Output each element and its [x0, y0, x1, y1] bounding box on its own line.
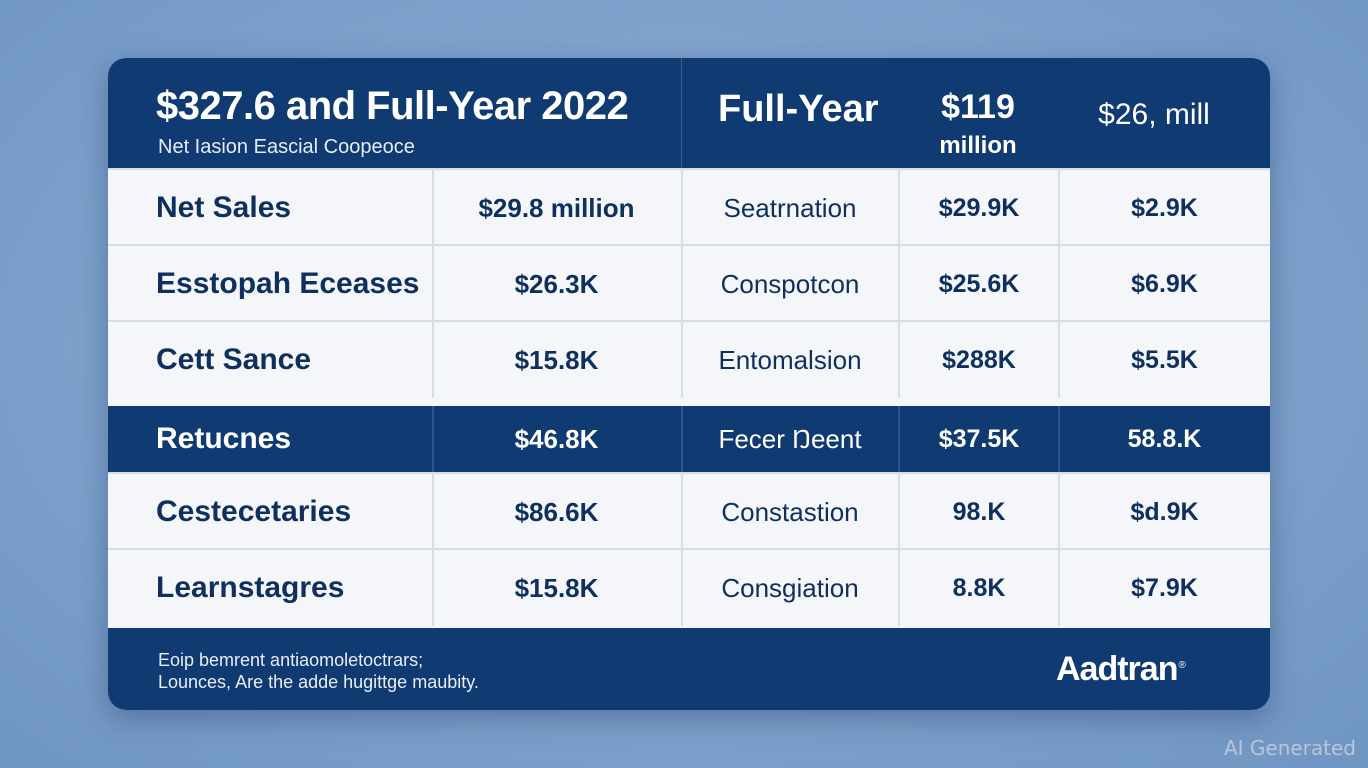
row-label: Cett Sance: [156, 343, 312, 376]
row-category: Consgiation: [721, 572, 859, 603]
row-value-col3: 98.K: [952, 497, 1006, 526]
column-divider: [681, 406, 683, 472]
column-divider: [898, 474, 900, 550]
column-divider: [898, 550, 900, 626]
row-category: Fecer Ŋeent: [718, 423, 862, 454]
header-col3-value: $119: [941, 88, 1015, 126]
row-value-col4: $d.9K: [1130, 497, 1199, 526]
row-value-col1: $29.8 million: [478, 192, 635, 223]
header-divider: [681, 58, 682, 168]
column-divider: [1058, 322, 1060, 398]
header-left: $327.6 and Full-Year 2022 Net Iasion Eas…: [108, 58, 681, 168]
header-title: $327.6 and Full-Year 2022: [156, 84, 629, 128]
header-col-full-year: Full-Year: [718, 88, 879, 130]
column-divider: [432, 474, 434, 550]
row-value-col4: $2.9K: [1131, 193, 1198, 222]
row-value-col4: $5.5K: [1131, 345, 1198, 374]
row-value-col1: $15.8K: [514, 572, 599, 603]
table-row: Cestecetaries $86.6K Constastion 98.K $d.9K: [108, 472, 1270, 550]
column-divider: [432, 550, 434, 626]
header-col4: $26, mill: [1098, 98, 1210, 131]
footer-note-line1: Eoip bemrent antiaomoletoctrars;: [158, 650, 424, 670]
row-value-col1: $46.8K: [514, 423, 599, 454]
row-category: Conspotcon: [720, 268, 860, 299]
column-divider: [1058, 550, 1060, 626]
footer-note-line2: Lounces, Are the adde hugittge maubity.: [158, 672, 479, 692]
column-divider: [898, 406, 900, 472]
column-divider: [432, 322, 434, 398]
table-row: Cett Sance $15.8K Entomalsion $288K $5.5K: [108, 320, 1270, 398]
company-logo: Aadtran®: [1056, 650, 1186, 689]
row-value-col4: $7.9K: [1131, 573, 1198, 602]
column-divider: [432, 406, 434, 472]
row-category: Entomalsion: [718, 344, 862, 375]
column-divider: [681, 170, 683, 246]
row-value-col1: $26.3K: [514, 268, 599, 299]
column-divider: [681, 246, 683, 322]
row-label: Esstopah Eceases: [156, 267, 420, 300]
row-value-col1: $86.6K: [514, 496, 599, 527]
column-divider: [681, 322, 683, 398]
row-value-col1: $15.8K: [514, 344, 599, 375]
table-row: Retucnes $46.8K Fecer Ŋeent $37.5K 58.8.K: [108, 406, 1270, 472]
table-footer: Eoip bemrent antiaomoletoctrars; Lounces…: [108, 628, 1270, 710]
column-divider: [1058, 474, 1060, 550]
column-divider: [1058, 246, 1060, 322]
logo-text: Aadtran: [1056, 650, 1178, 688]
row-category: Seatrnation: [723, 192, 857, 223]
column-divider: [898, 170, 900, 246]
row-value-col3: $37.5K: [938, 424, 1020, 453]
header-subtitle: Net Iasion Eascial Coopeoce: [158, 136, 415, 158]
ai-generated-watermark: AI Generated: [1223, 736, 1356, 760]
column-divider: [898, 246, 900, 322]
column-divider: [898, 322, 900, 398]
row-value-col3: $29.9K: [938, 193, 1020, 222]
column-divider: [681, 550, 683, 626]
row-label: Cestecetaries: [156, 495, 352, 528]
column-divider: [432, 246, 434, 322]
financial-summary-card: $327.6 and Full-Year 2022 Net Iasion Eas…: [108, 58, 1270, 710]
row-value-col3: $288K: [942, 345, 1016, 374]
row-value-col4: $6.9K: [1131, 269, 1198, 298]
row-category: Constastion: [721, 496, 859, 527]
column-divider: [681, 474, 683, 550]
header-col3-unit: million: [939, 132, 1017, 159]
column-divider: [1058, 170, 1060, 246]
row-label: Learnstagres: [156, 571, 345, 604]
table-header: $327.6 and Full-Year 2022 Net Iasion Eas…: [108, 58, 1270, 168]
row-value-col3: 8.8K: [952, 573, 1006, 602]
row-label: Net Sales: [156, 191, 292, 224]
column-divider: [1058, 406, 1060, 472]
table-row: Learnstagres $15.8K Consgiation 8.8K $7.9K: [108, 548, 1270, 626]
row-label: Retucnes: [156, 422, 292, 455]
row-value-col3: $25.6K: [938, 269, 1020, 298]
table-row: Net Sales $29.8 million Seatrnation $29.9K $…: [108, 168, 1270, 246]
column-divider: [432, 170, 434, 246]
row-value-col4: 58.8.K: [1127, 424, 1202, 453]
registered-mark: ®: [1178, 659, 1185, 671]
table-row: Esstopah Eceases $26.3K Conspotcon $25.6K $6…: [108, 244, 1270, 322]
